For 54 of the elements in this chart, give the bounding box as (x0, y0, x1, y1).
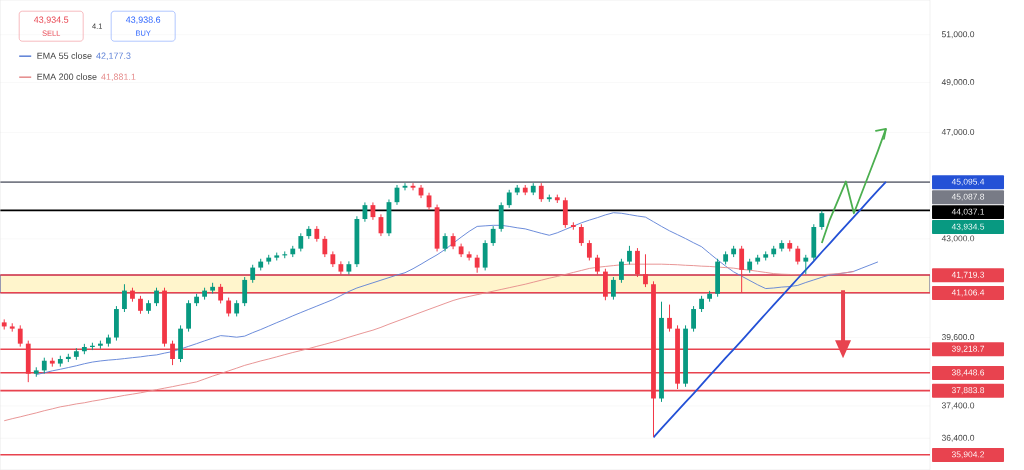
candlestick (594, 254, 600, 275)
candlestick (795, 245, 801, 265)
text: 45,095.4 (951, 178, 985, 186)
annotation: 42,177.3 (96, 52, 131, 60)
ref-line-label: 38,448.6 (951, 369, 985, 377)
y-tick-label: 43,000.0 (941, 235, 975, 243)
candlestick (635, 247, 640, 278)
candlestick (218, 283, 224, 304)
candlestick (122, 283, 127, 313)
candlestick (667, 303, 672, 332)
ref-line-label: 45,087.8 (951, 193, 985, 201)
candlestick (691, 305, 696, 332)
candlestick (506, 189, 512, 209)
candlestick (803, 254, 809, 275)
legend-label: EMA 55 close (37, 52, 92, 59)
candlestick (466, 250, 472, 261)
annotation: 43,938.6 (125, 16, 161, 24)
candlestick (578, 223, 584, 247)
candlestick (643, 253, 648, 288)
ref-line-label: 37,883.8 (951, 387, 985, 394)
ref-line-label: 41,106.4 (951, 289, 985, 297)
legend-label: EMA 200 close (37, 73, 97, 80)
candlestick (611, 276, 616, 300)
line-series (652, 180, 887, 439)
candlestick (17, 324, 23, 347)
candlestick (226, 296, 232, 317)
ref-line-label: 39,218.7 (951, 345, 985, 353)
candlestick (627, 245, 632, 265)
annotation: 41,881.1 (101, 73, 136, 81)
candlestick (154, 287, 159, 307)
candlestick (619, 258, 624, 284)
y-tick-label: 47,000.0 (941, 128, 975, 136)
candlestick (538, 182, 544, 203)
ref-line-label: 44,037.1 (951, 208, 985, 216)
y-tick-label: 39,600.0 (941, 333, 975, 341)
candlestick (242, 276, 248, 307)
candlestick (298, 232, 304, 252)
y-tick-label: 37,400.0 (941, 402, 975, 410)
ref-line-label: 35,904.2 (951, 451, 985, 459)
line-series (820, 127, 887, 244)
candlestick (498, 201, 504, 233)
annotation: 43,934.5 (33, 16, 69, 24)
y-tick-label: 36,400.0 (941, 434, 975, 442)
candlestick (322, 235, 328, 258)
ref-line-label: 41,719.3 (951, 271, 985, 279)
candlestick (250, 264, 256, 284)
y-tick-label: 49,000.0 (941, 78, 975, 86)
candlestick (819, 209, 825, 231)
candlestick (586, 239, 592, 261)
text: 43,934.5 (951, 223, 985, 231)
candlestick (490, 225, 496, 247)
candlestick (170, 339, 175, 366)
y-tick-label: 51,000.0 (941, 31, 975, 39)
candlestick (739, 245, 745, 294)
